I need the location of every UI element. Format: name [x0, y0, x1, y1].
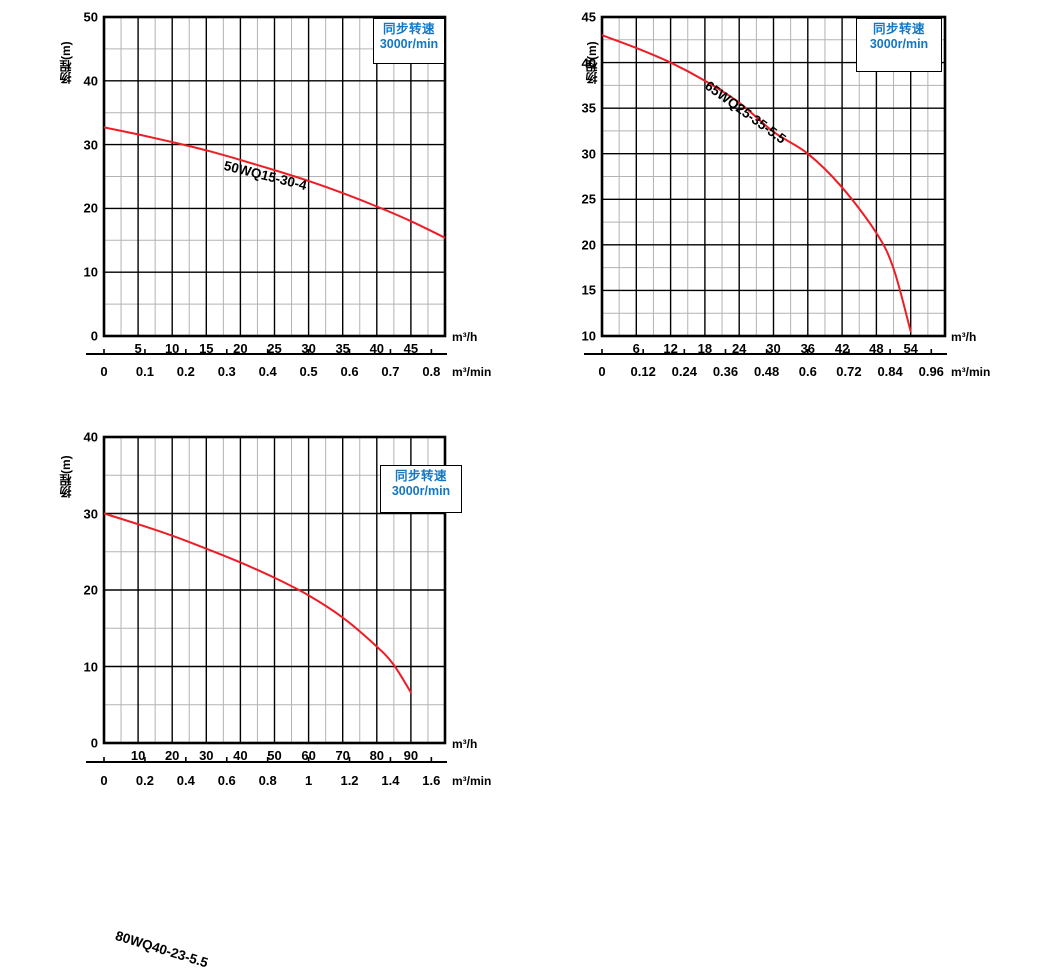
x-tick-label: 50	[267, 748, 282, 763]
x-axis-unit-primary: m³/h	[951, 330, 977, 344]
x-tick-label-secondary: 1.2	[340, 773, 359, 788]
legend-line1: 同步转速	[872, 22, 925, 36]
x-tick-label: 5	[134, 341, 142, 356]
x-tick-label-secondary: 0.6	[217, 773, 236, 788]
legend-box-1: 同步转速 3000r/min	[373, 18, 445, 64]
x-tick-label: 12	[663, 341, 678, 356]
x-tick-label-secondary: 0.7	[381, 364, 400, 379]
y-tick-label: 20	[83, 200, 98, 216]
x-tick-label-secondary: 1.6	[422, 773, 441, 788]
x-tick-label-secondary: 0.36	[712, 364, 739, 379]
x-tick-label-secondary: 0.72	[836, 364, 862, 379]
x-tick-label-secondary: 0.6	[340, 364, 359, 379]
y-tick-label: 50	[83, 9, 98, 25]
x-tick-label: 45	[403, 341, 419, 356]
x-tick-label-secondary: 0	[598, 364, 606, 379]
x-tick-label: 90	[403, 748, 419, 763]
y-tick-label: 20	[83, 582, 98, 598]
legend-box-3: 同步转速 3000r/min	[380, 465, 462, 513]
x-tick-label: 40	[233, 748, 248, 763]
x-tick-label: 10	[130, 748, 146, 763]
curve-label-3: 80WQ40-23-5.5	[113, 928, 210, 970]
x-tick-label-secondary: 0.48	[753, 364, 780, 379]
y-tick-label: 30	[581, 146, 596, 162]
y-tick-label: 40	[83, 429, 98, 445]
x-tick-label: 36	[800, 341, 816, 356]
y-tick-label: 30	[83, 137, 98, 153]
x-tick-label: 6	[632, 341, 640, 356]
x-tick-label-secondary: 0.5	[299, 364, 318, 379]
x-tick-label-secondary: 0.3	[217, 364, 236, 379]
legend-line2: 3000r/min	[379, 37, 439, 51]
x-tick-label-secondary: 0	[100, 773, 108, 788]
y-tick-label: 35	[581, 100, 596, 116]
x-tick-label-secondary: 0.6	[798, 364, 817, 379]
x-tick-label: 25	[267, 341, 282, 356]
x-tick-label-secondary: 0.2	[135, 773, 154, 788]
y-tick-label: 10	[581, 328, 596, 344]
x-tick-label-secondary: 1	[304, 773, 313, 788]
y-tick-label: 30	[83, 506, 98, 521]
y-tick-label: 40	[83, 73, 98, 89]
x-tick-label-secondary: 0.12	[630, 364, 656, 379]
x-tick-label-secondary: 0	[100, 364, 108, 379]
x-tick-label: 80	[369, 748, 385, 763]
y-tick-label: 45	[581, 9, 596, 25]
x-tick-label: 70	[335, 748, 350, 763]
legend-line1: 同步转速	[382, 22, 435, 36]
x-tick-label: 42	[834, 341, 850, 356]
x-tick-label-secondary: 0.96	[918, 364, 944, 379]
x-tick-label: 18	[697, 341, 713, 356]
x-tick-label: 48	[869, 341, 884, 356]
x-tick-label: 20	[164, 748, 180, 763]
y-tick-label: 25	[581, 191, 596, 207]
legend-line1: 同步转速	[394, 469, 447, 483]
x-axis-unit-secondary: m³/min	[452, 365, 492, 379]
y-tick-label: 40	[581, 55, 596, 71]
y-tick-label: 20	[581, 237, 596, 253]
y-tick-label: 0	[90, 735, 98, 751]
x-axis-unit-primary: m³/h	[452, 330, 478, 344]
legend-box-2: 同步转速 3000r/min	[856, 18, 942, 72]
x-tick-label-secondary: 0.8	[258, 773, 277, 788]
x-tick-label-secondary: 0.4	[176, 773, 195, 788]
x-tick-label-secondary: 0.1	[135, 364, 154, 379]
x-axis-unit-secondary: m³/min	[951, 365, 991, 379]
x-tick-label: 30	[199, 748, 214, 763]
y-tick-label: 15	[581, 282, 596, 298]
x-tick-label-secondary: 0.4	[258, 364, 277, 379]
chart-panel-2: 扬程(m) 同步转速 3000r/min 65WQ25-35-5.5 10 15 2…	[528, 0, 1056, 400]
x-tick-label: 30	[301, 341, 316, 356]
x-tick-label: 10	[164, 341, 180, 356]
y-axis-title: 扬程(m)	[585, 41, 599, 84]
plot-area-3	[86, 435, 447, 763]
x-tick-label: 30	[766, 341, 781, 356]
chart-panel-1: 扬程(m) 同步转速 3000r/min 50WQ15-30-4 0 10 20 30…	[0, 0, 528, 400]
x-axis-unit-primary: m³/h	[452, 737, 478, 751]
x-tick-label-secondary: 0.84	[877, 364, 903, 379]
legend-line2: 3000r/min	[869, 37, 929, 51]
x-tick-label: 54	[903, 341, 918, 356]
x-tick-label-secondary: 0.2	[176, 364, 195, 379]
x-tick-label: 60	[301, 748, 316, 763]
x-axis-unit-secondary: m³/min	[452, 774, 492, 788]
y-tick-label: 10	[83, 659, 98, 674]
plot-area-1	[86, 15, 447, 355]
x-tick-label-secondary: 1.4	[381, 773, 400, 788]
x-tick-label-secondary: 0.24	[671, 364, 697, 379]
x-tick-label: 20	[233, 341, 248, 356]
y-tick-label: 0	[90, 328, 98, 344]
plot-area-2	[584, 15, 947, 355]
x-tick-label: 15	[199, 341, 214, 356]
chart-panel-3: 扬程(m) 同步转速 3000r/min 80WQ40-23-5.5 0 10 20…	[0, 410, 528, 970]
x-tick-label: 35	[335, 341, 350, 356]
x-tick-label: 24	[731, 341, 747, 356]
y-tick-label: 10	[83, 264, 98, 280]
x-tick-label: 40	[369, 341, 385, 356]
x-tick-label-secondary: 0.8	[422, 364, 441, 379]
legend-line2: 3000r/min	[391, 484, 451, 498]
